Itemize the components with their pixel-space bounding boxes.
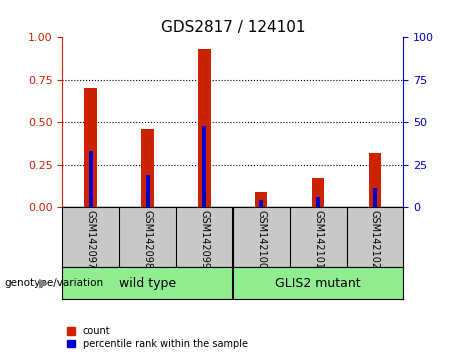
Title: GDS2817 / 124101: GDS2817 / 124101 xyxy=(160,19,305,35)
Bar xyxy=(373,188,377,207)
Text: GSM142099: GSM142099 xyxy=(199,210,209,269)
Bar xyxy=(369,153,381,207)
Bar xyxy=(259,200,263,207)
Bar xyxy=(84,88,97,207)
Text: GSM142098: GSM142098 xyxy=(142,210,153,269)
Legend: count, percentile rank within the sample: count, percentile rank within the sample xyxy=(67,326,248,349)
Text: genotype/variation: genotype/variation xyxy=(5,278,104,288)
Text: GSM142097: GSM142097 xyxy=(86,210,96,269)
Bar xyxy=(141,129,154,207)
Bar xyxy=(198,49,211,207)
Bar xyxy=(255,192,267,207)
Text: ▶: ▶ xyxy=(39,277,48,290)
Text: GLIS2 mutant: GLIS2 mutant xyxy=(275,277,361,290)
Text: GSM142100: GSM142100 xyxy=(256,210,266,269)
Text: GSM142102: GSM142102 xyxy=(370,210,380,269)
Bar xyxy=(146,175,149,207)
Bar xyxy=(312,178,325,207)
Bar xyxy=(202,126,207,207)
Bar xyxy=(316,197,320,207)
Bar xyxy=(89,151,93,207)
Text: GSM142101: GSM142101 xyxy=(313,210,323,269)
Text: wild type: wild type xyxy=(119,277,176,290)
